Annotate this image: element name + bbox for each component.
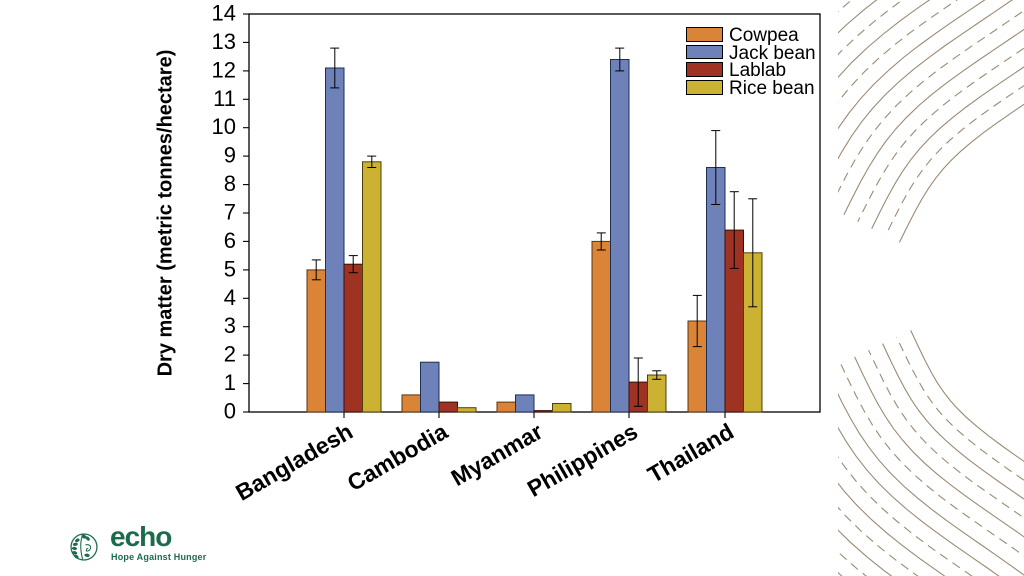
svg-text:6: 6: [224, 228, 236, 253]
svg-text:7: 7: [224, 200, 236, 225]
svg-text:1: 1: [224, 370, 236, 395]
svg-text:3: 3: [224, 313, 236, 338]
svg-text:10: 10: [212, 114, 236, 139]
svg-text:0: 0: [224, 399, 236, 424]
svg-text:13: 13: [212, 29, 236, 54]
svg-text:5: 5: [224, 256, 236, 281]
svg-text:12: 12: [212, 57, 236, 82]
svg-text:4: 4: [224, 285, 236, 310]
svg-text:11: 11: [213, 86, 236, 111]
svg-text:14: 14: [212, 1, 236, 26]
svg-text:2: 2: [224, 342, 236, 367]
svg-text:8: 8: [224, 171, 236, 196]
svg-text:9: 9: [224, 143, 236, 168]
